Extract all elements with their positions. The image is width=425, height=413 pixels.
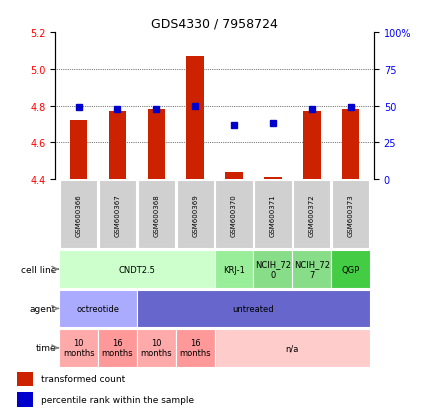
Text: KRJ-1: KRJ-1 [223, 265, 245, 274]
Text: agent: agent [30, 304, 56, 313]
FancyBboxPatch shape [254, 181, 292, 249]
Text: GSM600366: GSM600366 [76, 193, 82, 236]
FancyBboxPatch shape [215, 181, 253, 249]
FancyBboxPatch shape [137, 290, 370, 328]
Text: transformed count: transformed count [41, 374, 125, 383]
Text: octreotide: octreotide [76, 304, 119, 313]
Text: 16
months: 16 months [179, 338, 211, 358]
FancyBboxPatch shape [98, 329, 137, 367]
Text: 10
months: 10 months [63, 338, 94, 358]
Text: percentile rank within the sample: percentile rank within the sample [41, 395, 194, 404]
FancyBboxPatch shape [60, 181, 97, 249]
FancyBboxPatch shape [176, 181, 214, 249]
Text: GSM600368: GSM600368 [153, 193, 159, 236]
Text: n/a: n/a [286, 344, 299, 352]
FancyBboxPatch shape [293, 181, 331, 249]
Bar [17, 372, 33, 386]
Text: GSM600372: GSM600372 [309, 194, 315, 236]
FancyBboxPatch shape [215, 329, 370, 367]
Text: NCIH_72
0: NCIH_72 0 [255, 260, 291, 279]
Text: QGP: QGP [342, 265, 360, 274]
FancyBboxPatch shape [176, 329, 215, 367]
Bar [187, 57, 204, 180]
FancyBboxPatch shape [99, 181, 136, 249]
FancyBboxPatch shape [331, 251, 370, 288]
Text: GSM600369: GSM600369 [192, 193, 198, 236]
Text: GSM600370: GSM600370 [231, 193, 237, 236]
FancyBboxPatch shape [137, 329, 176, 367]
Text: 10
months: 10 months [141, 338, 172, 358]
Text: GSM600373: GSM600373 [348, 193, 354, 236]
FancyBboxPatch shape [59, 290, 137, 328]
FancyBboxPatch shape [59, 329, 98, 367]
FancyBboxPatch shape [59, 251, 215, 288]
FancyBboxPatch shape [332, 181, 369, 249]
Text: CNDT2.5: CNDT2.5 [119, 265, 155, 274]
Text: GSM600367: GSM600367 [114, 193, 120, 236]
FancyBboxPatch shape [292, 251, 331, 288]
Text: GSM600371: GSM600371 [270, 193, 276, 236]
Bar [17, 392, 33, 407]
Bar [225, 172, 243, 180]
FancyBboxPatch shape [253, 251, 292, 288]
Text: cell line: cell line [21, 265, 56, 274]
Bar [264, 178, 282, 180]
Bar [109, 112, 126, 180]
Text: time: time [35, 344, 56, 352]
Bar [303, 112, 320, 180]
Bar [342, 110, 360, 180]
FancyBboxPatch shape [138, 181, 175, 249]
Bar [70, 121, 87, 180]
Text: untreated: untreated [232, 304, 274, 313]
Bar [147, 110, 165, 180]
Title: GDS4330 / 7958724: GDS4330 / 7958724 [151, 17, 278, 31]
Text: NCIH_72
7: NCIH_72 7 [294, 260, 330, 279]
FancyBboxPatch shape [215, 251, 253, 288]
Text: 16
months: 16 months [102, 338, 133, 358]
